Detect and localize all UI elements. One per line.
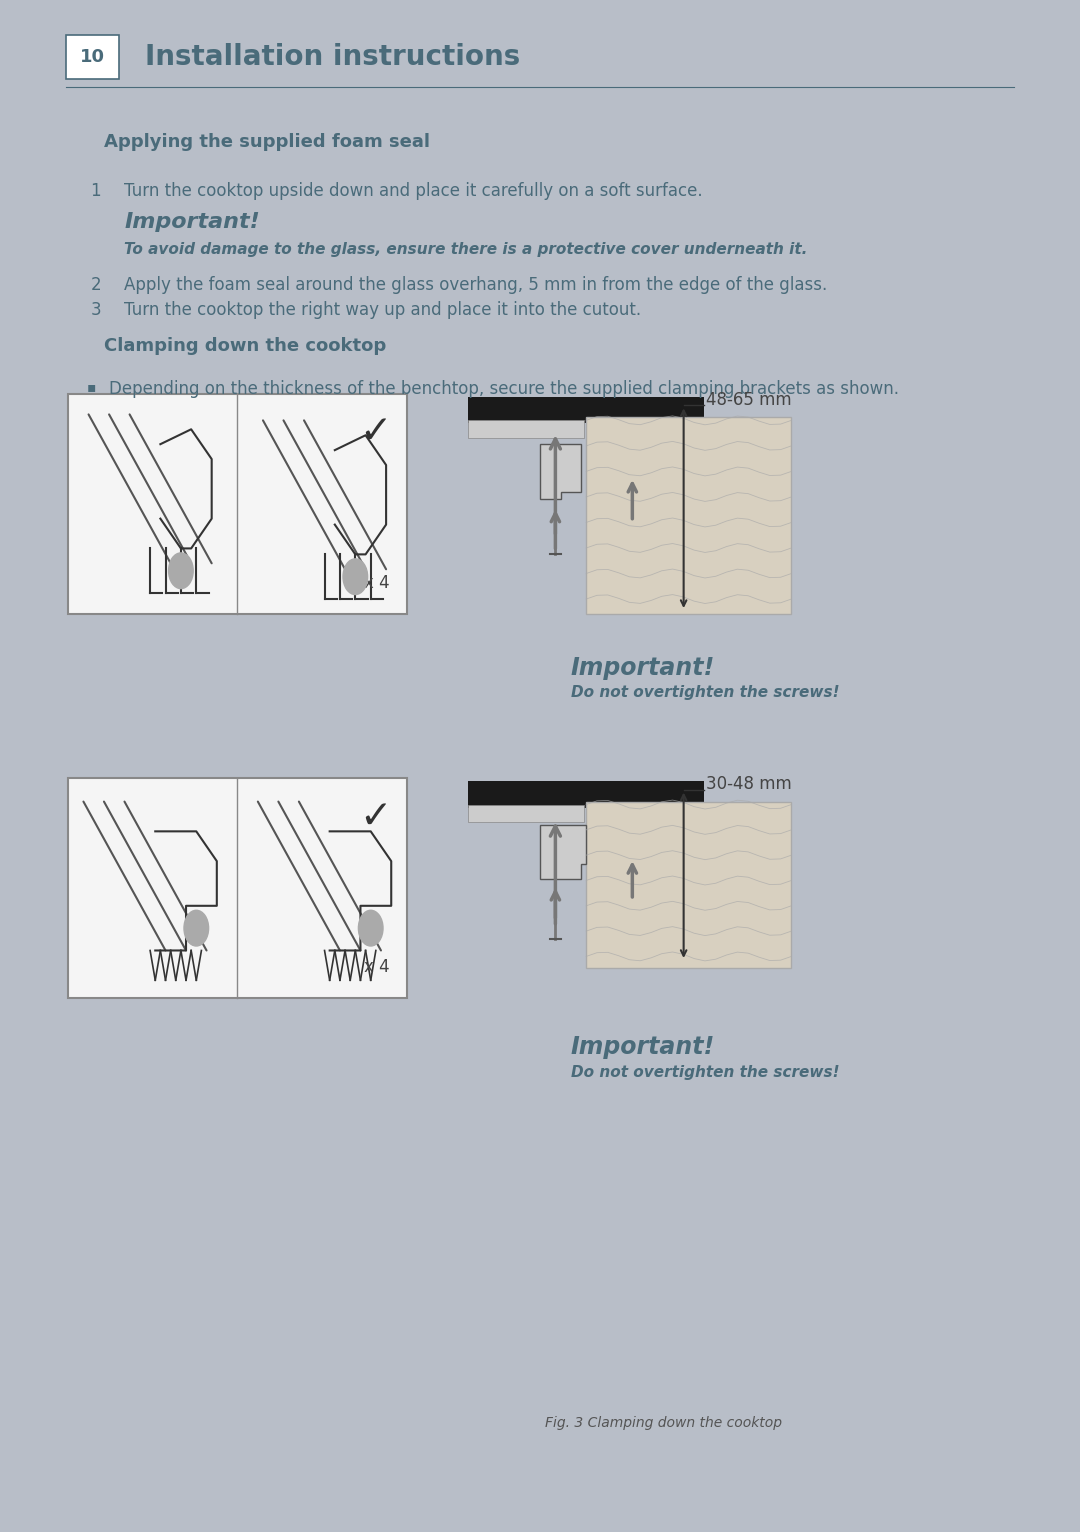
Text: x 4: x 4 (364, 573, 389, 591)
Text: Important!: Important! (570, 656, 715, 680)
Text: Apply the foam seal around the glass overhang, 5 mm in from the edge of the glas: Apply the foam seal around the glass ove… (124, 276, 827, 294)
Polygon shape (540, 444, 581, 499)
Text: x 4: x 4 (364, 958, 389, 976)
FancyBboxPatch shape (68, 394, 406, 614)
Bar (469, 420, 584, 438)
Text: Clamping down the cooktop: Clamping down the cooktop (104, 337, 387, 355)
Text: 48-65 mm: 48-65 mm (706, 391, 792, 409)
Text: Turn the cooktop upside down and place it carefully on a soft surface.: Turn the cooktop upside down and place i… (124, 182, 703, 201)
Bar (586, 417, 792, 614)
Text: Important!: Important! (124, 211, 260, 231)
Circle shape (184, 910, 208, 945)
Text: 10: 10 (80, 47, 105, 66)
Bar (469, 397, 704, 423)
Text: Important!: Important! (570, 1036, 715, 1059)
Polygon shape (540, 826, 586, 879)
Text: ✓: ✓ (360, 798, 392, 835)
Bar (469, 804, 584, 823)
Bar (469, 781, 704, 807)
Text: Fig. 3 Clamping down the cooktop: Fig. 3 Clamping down the cooktop (544, 1416, 782, 1429)
Text: ▪: ▪ (86, 380, 96, 394)
Circle shape (343, 559, 367, 594)
Text: 3: 3 (91, 302, 102, 319)
Circle shape (168, 553, 193, 588)
Text: 1: 1 (91, 182, 102, 201)
Circle shape (359, 910, 383, 945)
FancyBboxPatch shape (68, 778, 406, 999)
Text: Applying the supplied foam seal: Applying the supplied foam seal (104, 133, 430, 150)
Text: Installation instructions: Installation instructions (145, 43, 521, 70)
Text: To avoid damage to the glass, ensure there is a protective cover underneath it.: To avoid damage to the glass, ensure the… (124, 242, 808, 257)
Text: 30-48 mm: 30-48 mm (706, 775, 792, 792)
Text: Depending on the thickness of the benchtop, secure the supplied clamping bracket: Depending on the thickness of the bencht… (109, 380, 899, 398)
Text: Turn the cooktop the right way up and place it into the cutout.: Turn the cooktop the right way up and pl… (124, 302, 642, 319)
Text: Do not overtighten the screws!: Do not overtighten the screws! (570, 685, 839, 700)
Bar (586, 801, 792, 968)
Text: 2: 2 (91, 276, 102, 294)
FancyBboxPatch shape (66, 35, 119, 80)
Text: Do not overtighten the screws!: Do not overtighten the screws! (570, 1065, 839, 1080)
Text: ✓: ✓ (360, 414, 392, 452)
